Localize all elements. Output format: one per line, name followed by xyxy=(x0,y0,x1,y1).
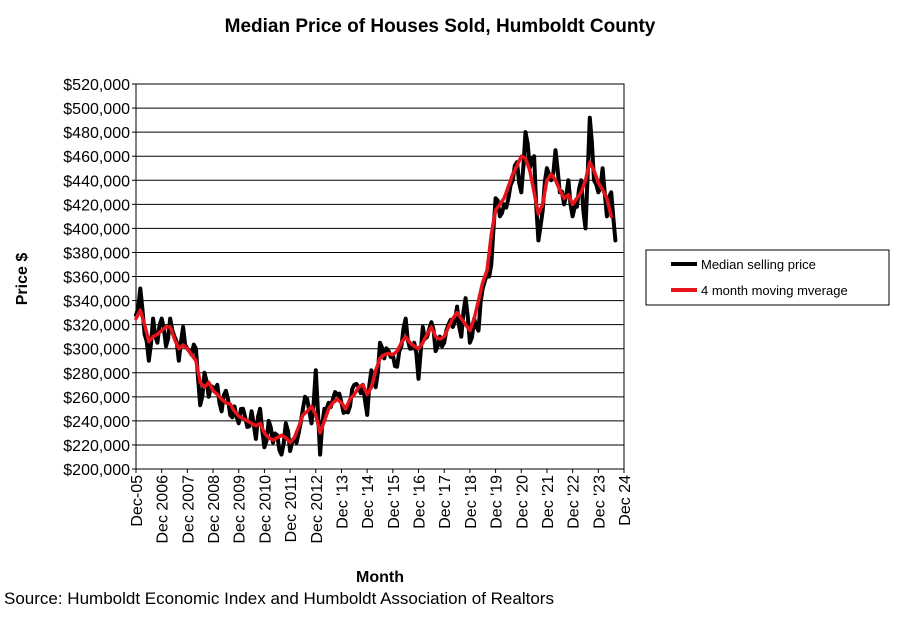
x-tick-label: Dec 2009 xyxy=(232,475,249,544)
legend-label-moving-average: 4 month moving mverage xyxy=(701,283,848,298)
x-tick-label: Dec '13 xyxy=(334,475,351,529)
y-tick-label: $220,000 xyxy=(63,438,130,455)
x-tick-label: Dec 2008 xyxy=(206,475,223,544)
x-tick-label: Dec 2006 xyxy=(155,475,172,544)
x-tick-label: Dec 2012 xyxy=(309,475,326,544)
chart-title: Median Price of Houses Sold, Humboldt Co… xyxy=(225,16,656,37)
legend: Median selling price 4 month moving mver… xyxy=(645,249,890,306)
legend-box xyxy=(645,249,890,306)
y-tick-label: $260,000 xyxy=(63,390,130,407)
y-tick-label: $340,000 xyxy=(63,294,130,311)
x-tick-label: Dec '18 xyxy=(463,475,480,529)
y-tick-label: $280,000 xyxy=(63,366,130,383)
x-tick-label: Dec '17 xyxy=(437,475,454,529)
y-axis-ticks: $200,000 $220,000 $240,000 $260,000 $280,000… xyxy=(63,77,136,479)
y-tick-label: $300,000 xyxy=(63,342,130,359)
gridlines xyxy=(136,83,624,470)
y-tick-label: $200,000 xyxy=(63,462,130,479)
legend-label-median: Median selling price xyxy=(701,257,816,272)
x-axis-title: Month xyxy=(356,569,404,586)
y-tick-label: $360,000 xyxy=(63,270,130,287)
y-tick-label: $480,000 xyxy=(63,125,130,142)
x-tick-label: Dec '20 xyxy=(514,475,531,529)
x-tick-label: Dec 2010 xyxy=(257,475,274,544)
x-tick-label: Dec '21 xyxy=(540,475,557,529)
y-tick-label: $380,000 xyxy=(63,245,130,262)
x-tick-label: Dec '14 xyxy=(360,475,377,529)
y-tick-label: $320,000 xyxy=(63,318,130,335)
x-tick-label: Dec 24 xyxy=(617,475,634,526)
x-tick-label: Dec '16 xyxy=(412,475,429,529)
x-tick-label: Dec '19 xyxy=(489,475,506,529)
y-tick-label: $420,000 xyxy=(63,197,130,214)
y-tick-label: $440,000 xyxy=(63,173,130,190)
y-axis-title: Price $ xyxy=(14,253,31,306)
x-axis-ticks: Dec-05 Dec 2006 Dec 2007 Dec 2008 Dec 2009 De… xyxy=(129,469,634,544)
x-tick-label: Dec 2007 xyxy=(180,475,197,544)
x-tick-label: Dec '15 xyxy=(386,475,403,529)
source-note: Source: Humboldt Economic Index and Humb… xyxy=(4,589,554,608)
x-tick-label: Dec '23 xyxy=(591,475,608,529)
y-tick-label: $500,000 xyxy=(63,101,130,118)
y-tick-label: $520,000 xyxy=(63,77,130,94)
y-tick-label: $400,000 xyxy=(63,221,130,238)
series-line-moving-average xyxy=(134,154,613,445)
series-line-median-price xyxy=(134,115,618,457)
x-tick-label: Dec 2011 xyxy=(283,475,300,542)
series-lines xyxy=(134,115,618,457)
x-tick-label: Dec-05 xyxy=(129,475,146,527)
y-tick-label: $240,000 xyxy=(63,414,130,431)
y-tick-label: $460,000 xyxy=(63,149,130,166)
x-tick-label: Dec '22 xyxy=(566,475,583,529)
